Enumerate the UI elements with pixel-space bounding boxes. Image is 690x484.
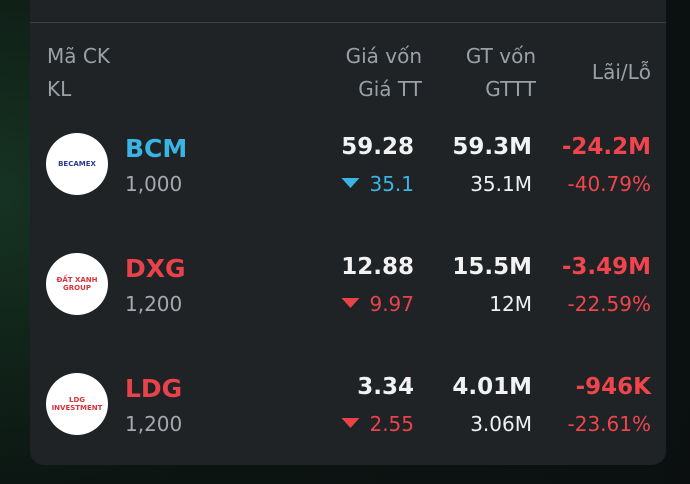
header-label: Mã CK	[47, 44, 110, 68]
ticker[interactable]: LDG	[125, 374, 183, 403]
market-price: 2.55	[341, 414, 414, 434]
quantity: 1,200	[125, 412, 183, 436]
market-price-value: 35.1	[369, 172, 414, 196]
pnl-percent: -22.59%	[567, 292, 651, 316]
holdings-card	[30, 0, 666, 465]
down-arrow	[341, 298, 360, 308]
ticker[interactable]: BCM	[125, 134, 188, 163]
down-arrow	[341, 178, 360, 188]
cost-price: 3.34	[357, 374, 414, 400]
cost-value: 15.5M	[452, 254, 532, 280]
cost-value: 59.3M	[452, 134, 532, 160]
ticker[interactable]: DXG	[125, 254, 186, 283]
header-label: GT vốn	[465, 44, 536, 68]
pnl-percent: -23.61%	[567, 412, 651, 436]
cost-price: 12.88	[341, 254, 414, 280]
stock-logo[interactable]: LDG INVESTMENT	[46, 373, 108, 435]
market-value: 3.06M	[470, 412, 532, 436]
header-label: GTTT	[485, 77, 536, 101]
market-price-value: 9.97	[369, 292, 414, 316]
stock-logo[interactable]: BECAMEX	[46, 133, 108, 195]
market-price: 9.97	[341, 294, 414, 314]
market-value: 12M	[489, 292, 532, 316]
header-label: Giá TT	[358, 77, 422, 101]
stock-logo[interactable]: ĐẤT XANH GROUP	[46, 253, 108, 315]
pnl: -946K	[575, 374, 651, 400]
market-price-value: 2.55	[369, 412, 414, 436]
pnl: -24.2M	[561, 134, 651, 160]
quantity: 1,200	[125, 292, 183, 316]
header-label: Giá vốn	[345, 44, 422, 68]
pnl: -3.49M	[561, 254, 651, 280]
quantity: 1,000	[125, 172, 183, 196]
market-value: 35.1M	[470, 172, 532, 196]
pnl-percent: -40.79%	[567, 172, 651, 196]
market-price: 35.1	[341, 174, 414, 194]
header-label: KL	[47, 77, 72, 101]
cost-price: 59.28	[341, 134, 414, 160]
down-arrow	[341, 418, 360, 428]
divider	[30, 22, 666, 23]
cost-value: 4.01M	[452, 374, 532, 400]
header-label: Lãi/Lỗ	[591, 60, 651, 84]
